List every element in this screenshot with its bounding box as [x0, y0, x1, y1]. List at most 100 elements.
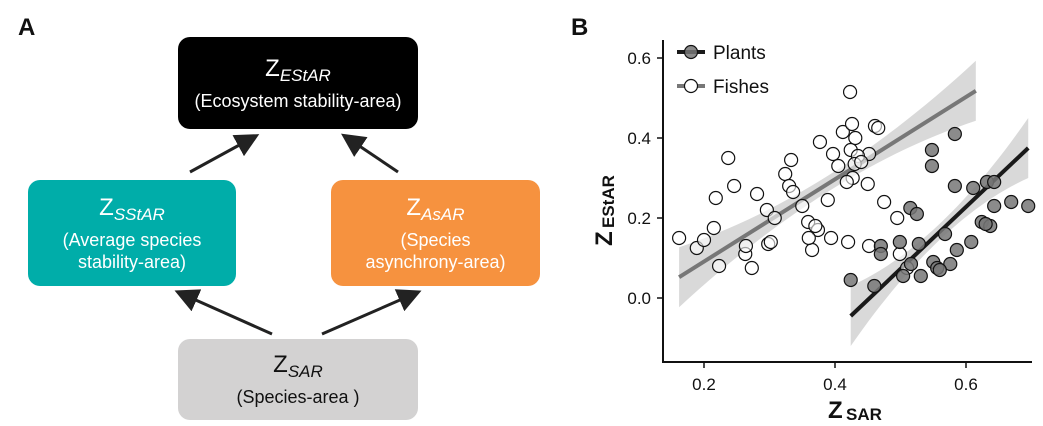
- z-symbol: Z: [406, 193, 422, 221]
- confidence-bands: [679, 60, 1029, 346]
- point-plants: [949, 242, 964, 258]
- y-tick-label: 0.0: [627, 289, 651, 308]
- point-fishes: [860, 176, 875, 192]
- point-fishes: [672, 230, 687, 246]
- data-points: [672, 84, 1036, 294]
- point-plants: [947, 178, 962, 194]
- point-plants: [1004, 194, 1019, 210]
- point-fishes: [848, 130, 863, 146]
- x-tick-label: 0.6: [954, 375, 978, 394]
- point-fishes: [744, 260, 759, 276]
- point-plants: [932, 262, 947, 278]
- arrow-sar-to-sstar: [174, 289, 273, 336]
- point-fishes: [804, 242, 820, 258]
- point-plants: [987, 174, 1002, 190]
- point-plants: [909, 206, 924, 222]
- point-fishes: [877, 194, 892, 210]
- point-fishes: [749, 186, 765, 202]
- point-fishes: [842, 84, 858, 100]
- species-area-box: ZSAR (Species-area ): [178, 339, 418, 420]
- point-fishes: [820, 192, 835, 208]
- point-plants: [843, 272, 858, 288]
- point-plants: [913, 268, 928, 284]
- point-plants: [987, 198, 1002, 214]
- legend-item-plants: Plants: [677, 43, 766, 64]
- point-fishes: [778, 166, 793, 182]
- point-fishes: [785, 184, 801, 200]
- point-fishes: [825, 146, 841, 162]
- point-plants: [924, 158, 940, 174]
- sstar-desc-line1: (Average species: [62, 229, 202, 250]
- x-axis-title-sub: SAR: [846, 405, 882, 424]
- arrow-sstar-to-estar: [189, 134, 260, 174]
- diagram-arrows: [174, 133, 422, 336]
- legend-label: Fishes: [713, 77, 769, 98]
- point-fishes: [795, 198, 810, 214]
- arrow-sar-to-asar: [321, 289, 422, 336]
- sstar-z: ZSStAR: [99, 194, 165, 229]
- point-fishes: [711, 258, 727, 274]
- point-fishes: [892, 246, 907, 262]
- point-fishes: [727, 178, 742, 194]
- y-tick-label: 0.4: [627, 129, 651, 148]
- z-subscript: SStAR: [113, 204, 165, 224]
- point-fishes: [801, 230, 816, 246]
- z-subscript: SAR: [287, 362, 323, 381]
- point-plants: [943, 256, 958, 272]
- asar-desc-line2: asynchrony-area): [365, 251, 506, 272]
- point-plants: [978, 216, 993, 232]
- x-axis-title: Z SAR: [828, 397, 882, 424]
- x-tick-label: 0.4: [823, 375, 847, 394]
- z-subscript: AsAR: [421, 204, 465, 224]
- legend: Plants Fishes: [677, 43, 769, 98]
- y-axis-title-sub: EStAR: [599, 175, 618, 228]
- sar-z: ZSAR: [273, 351, 323, 386]
- legend-marker: [683, 78, 699, 94]
- x-axis-title-main: Z: [828, 397, 843, 424]
- asar-desc-line1: (Species: [400, 229, 471, 250]
- y-axis-title-main: Z: [591, 231, 618, 246]
- sar-desc: (Species-area ): [236, 387, 360, 407]
- point-fishes: [721, 150, 736, 166]
- point-plants: [1021, 198, 1036, 214]
- point-fishes: [861, 238, 877, 254]
- point-fishes: [696, 232, 712, 248]
- arrow-asar-to-estar: [341, 133, 399, 174]
- z-subscript: EStAR: [279, 65, 331, 85]
- point-plants: [867, 278, 882, 294]
- x-tick-label: 0.2: [692, 375, 716, 394]
- fit-line-fishes: [678, 89, 977, 279]
- sstar-desc-line2: stability-area): [77, 251, 187, 272]
- point-fishes: [767, 210, 782, 226]
- point-fishes: [763, 234, 778, 250]
- legend-label: Plants: [713, 43, 766, 64]
- y-tick-label: 0.2: [627, 209, 651, 228]
- asynchrony-box: ZAsAR (Species asynchrony-area): [331, 180, 540, 286]
- panel-label-b: B: [571, 14, 589, 41]
- z-symbol: Z: [265, 54, 280, 82]
- z-symbol: Z: [273, 351, 288, 378]
- species-stability-box: ZSStAR (Average species stability-area): [28, 180, 236, 286]
- point-fishes: [706, 220, 721, 236]
- panel-label-a: A: [18, 14, 36, 41]
- point-plants: [892, 234, 907, 250]
- legend-item-fishes: Fishes: [677, 77, 769, 98]
- asar-z: ZAsAR: [406, 194, 464, 229]
- point-plants: [924, 142, 940, 158]
- point-fishes: [831, 158, 846, 174]
- legend-marker: [683, 44, 699, 60]
- point-fishes: [812, 134, 828, 150]
- point-fishes: [840, 234, 856, 250]
- ticks: 0.2 0.4 0.6 0.0 0.2 0.4 0.6: [627, 49, 977, 394]
- point-fishes: [839, 174, 854, 190]
- point-plants: [966, 180, 981, 196]
- point-plants: [911, 236, 926, 252]
- point-fishes: [844, 116, 860, 132]
- point-fishes: [708, 190, 723, 206]
- point-plants: [964, 234, 979, 250]
- point-fishes: [823, 230, 839, 246]
- point-fishes: [738, 238, 754, 254]
- point-fishes: [784, 152, 799, 168]
- point-plants: [903, 256, 919, 272]
